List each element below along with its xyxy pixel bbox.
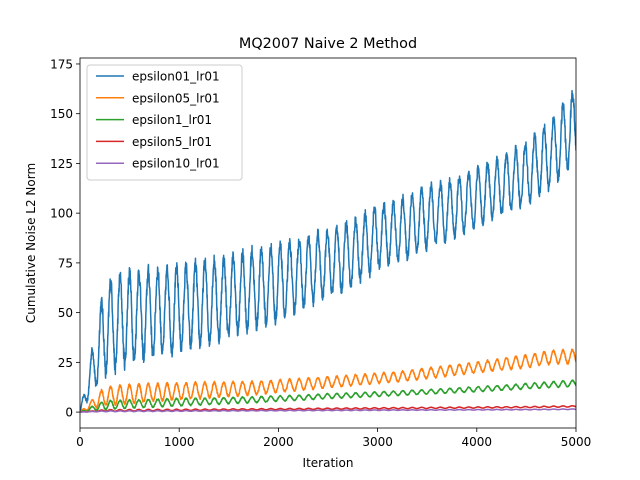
legend-label: epsilon5_lr01 <box>132 135 212 149</box>
x-axis: 0 1000 2000 3000 4000 5000 <box>76 428 591 449</box>
y-tick-label: 125 <box>50 157 73 171</box>
legend-box <box>86 64 243 181</box>
y-tick-label: 0 <box>65 406 73 420</box>
plot-frame <box>79 57 577 429</box>
y-tick-label: 75 <box>58 256 73 270</box>
y-axis: 0 25 50 75 100 125 150 175 <box>50 57 80 420</box>
legend-label: epsilon05_lr01 <box>132 91 220 105</box>
chart-title: MQ2007 Naive 2 Method <box>239 36 417 52</box>
series-layer <box>80 89 576 413</box>
y-axis-label: Cumulative Noise L2 Norm <box>24 163 38 323</box>
legend-label: epsilon10_lr01 <box>132 157 220 171</box>
y-tick-label: 175 <box>50 57 73 71</box>
y-tick-label: 100 <box>50 207 73 221</box>
series-line-epsilon10_lr01 <box>80 408 576 413</box>
x-tick-label: 4000 <box>462 435 493 449</box>
y-tick-label: 150 <box>50 107 73 121</box>
y-tick-label: 25 <box>58 356 73 370</box>
x-tick-label: 1000 <box>164 435 195 449</box>
legend: epsilon01_lr01 epsilon05_lr01 epsilon1_lr0… <box>86 64 243 181</box>
x-tick-label: 5000 <box>561 435 592 449</box>
x-tick-label: 2000 <box>263 435 294 449</box>
legend-label: epsilon1_lr01 <box>132 113 212 127</box>
y-tick-label: 50 <box>58 306 73 320</box>
series-line-epsilon01_lr01 <box>80 89 576 413</box>
series-line-epsilon05_lr01 <box>80 348 576 413</box>
x-axis-label: Iteration <box>303 456 354 470</box>
x-tick-label: 3000 <box>362 435 393 449</box>
legend-label: epsilon01_lr01 <box>132 70 220 84</box>
series-line-epsilon1_lr01 <box>80 379 576 413</box>
x-tick-label: 0 <box>76 435 84 449</box>
